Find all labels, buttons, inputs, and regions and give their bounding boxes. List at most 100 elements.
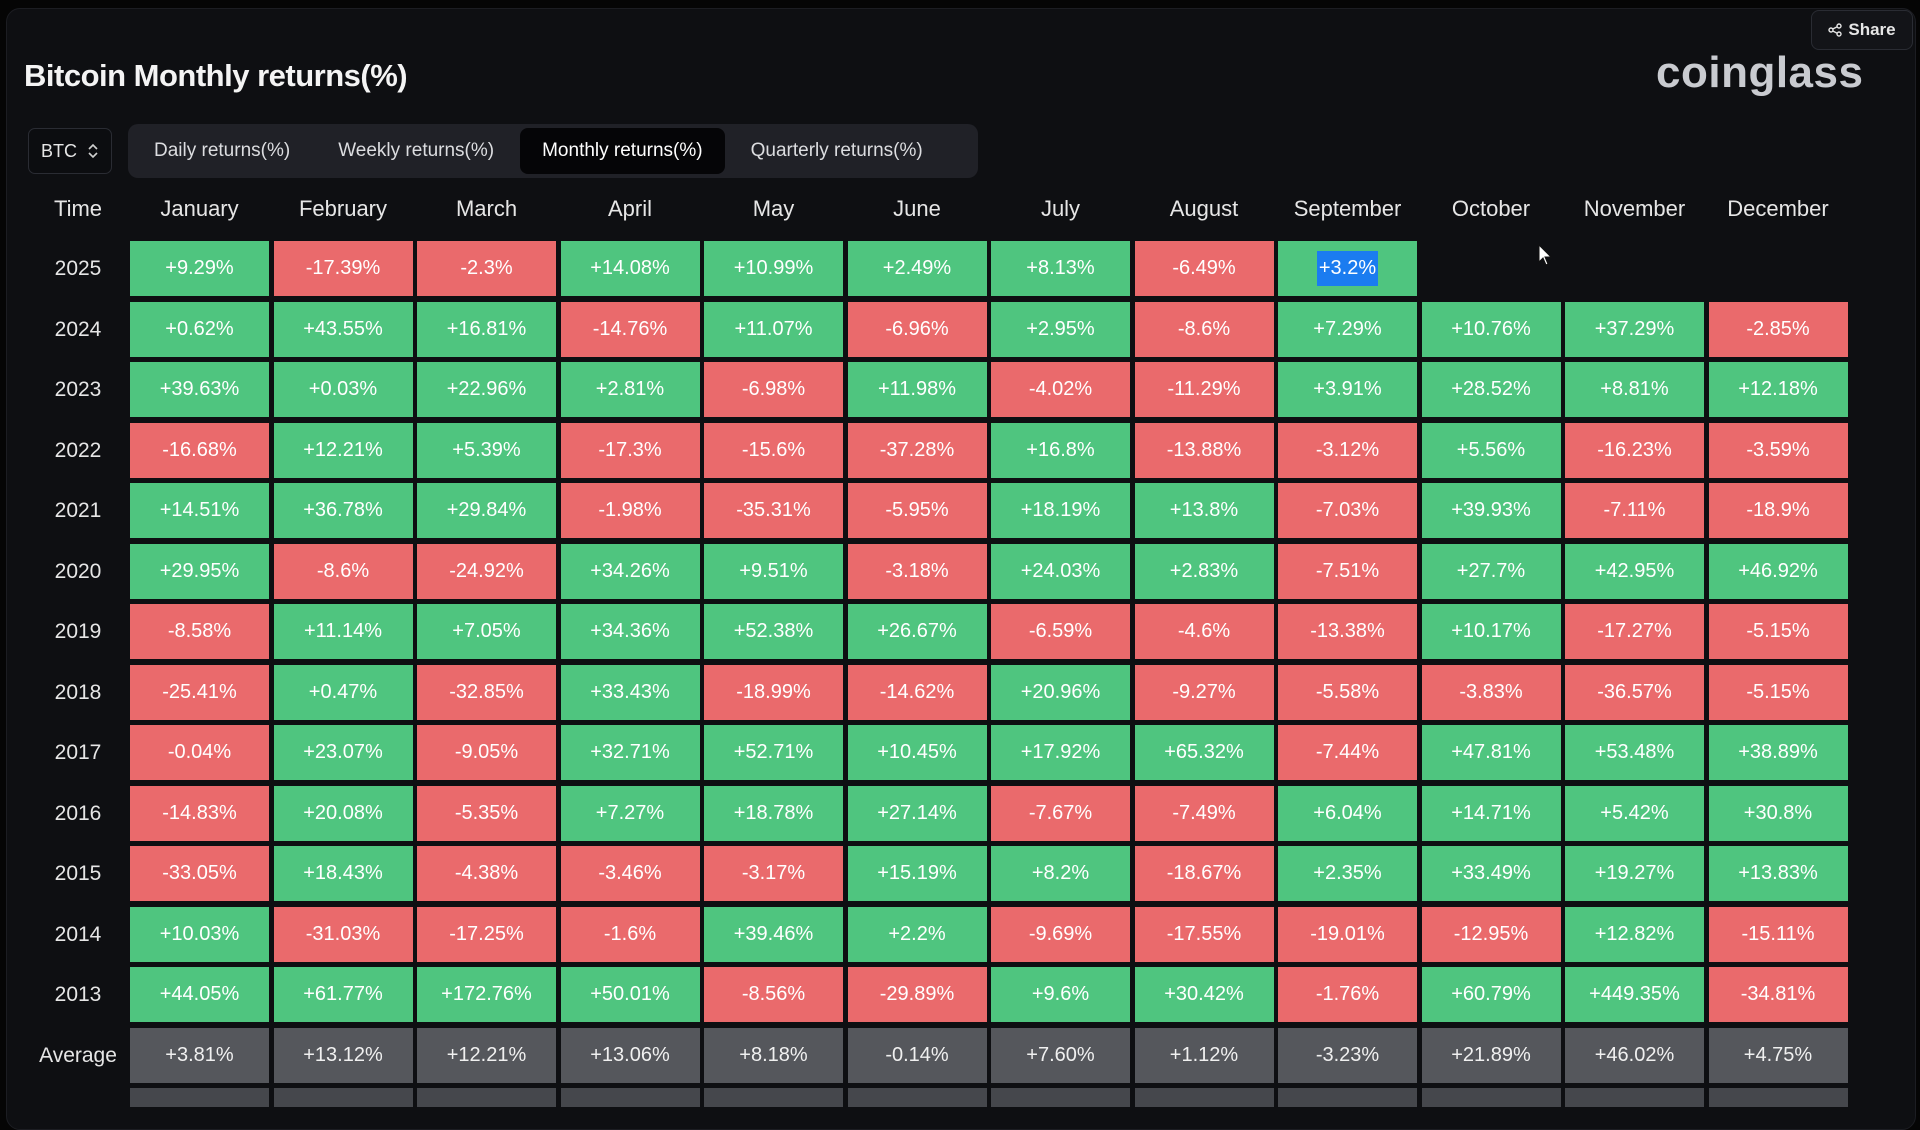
return-value: +52.38% [733,620,814,642]
return-cell: +8.81% [1565,362,1704,417]
return-value: -0.14% [885,1043,949,1066]
return-cell: -17.39% [273,241,413,296]
return-value: -2.3% [460,257,513,279]
return-value: -7.67% [1028,801,1093,824]
return-value: +0.47% [308,680,378,703]
page-title: Bitcoin Monthly returns(%) [24,58,408,93]
partial-row-cell [1278,1088,1417,1107]
average-return-cell: +4.75% [1708,1027,1848,1083]
return-value: +24.03% [1020,559,1101,582]
return-cell: +5.56% [1421,422,1561,478]
return-cell: +26.67% [847,604,987,659]
return-value: +8.2% [1031,862,1090,884]
return-cell: +30.8% [1708,785,1848,841]
asset-select[interactable]: BTC [28,128,112,174]
return-cell: -25.41% [130,664,269,720]
return-cell: +16.81% [417,301,556,357]
return-value: -16.23% [1597,438,1672,461]
return-cell: +39.46% [704,906,843,962]
return-cell: +3.2% [1278,241,1417,296]
return-cell: -19.01% [1278,906,1417,962]
return-value: +28.52% [1451,378,1531,400]
return-value: -13.88% [1166,438,1242,461]
return-cell: +9.29% [130,241,269,296]
return-value: -6.59% [1028,620,1093,642]
return-cell: -6.49% [1134,241,1274,296]
return-cell: -9.69% [991,906,1130,962]
return-cell: -34.81% [1708,967,1848,1022]
tab-daily-returns[interactable]: Daily returns(%) [154,140,291,161]
return-value: -14.76% [592,317,668,340]
average-return-cell: +7.60% [991,1027,1130,1083]
return-value: +53.48% [1594,741,1675,763]
return-value: +7.27% [595,801,665,824]
column-header-month: March [455,196,518,221]
return-cell: +5.39% [417,422,556,478]
return-value: +0.62% [165,317,234,340]
return-cell: -7.03% [1278,483,1417,538]
return-cell: +449.35% [1565,967,1704,1022]
return-value: +21.89% [1451,1043,1531,1066]
return-cell: +16.8% [991,422,1130,478]
returns-period-tabs: Daily returns(%) Weekly returns(%) Month… [128,124,978,178]
return-value: +449.35% [1589,983,1680,1005]
return-cell: -1.98% [560,483,700,538]
return-cell: -6.96% [847,301,987,357]
return-value: +14.71% [1451,801,1531,824]
return-value: +14.08% [590,257,670,279]
return-value: -7.49% [1172,801,1236,824]
return-value: -19.01% [1310,922,1385,945]
return-cell: +7.05% [417,604,556,659]
return-value: +2.81% [595,378,665,400]
share-button[interactable]: Share [1811,10,1913,50]
return-cell: -15.6% [704,422,843,478]
return-cell: -6.98% [704,362,843,417]
return-cell: -9.27% [1134,664,1274,720]
return-cell: +12.18% [1708,362,1848,417]
return-value: +32.71% [590,741,670,763]
return-value: +5.39% [452,438,521,461]
return-cell: +10.03% [130,906,269,962]
return-cell: +27.7% [1421,543,1561,599]
column-header-month: August [1169,196,1239,221]
return-cell: +39.63% [130,362,269,417]
partial-row-cell [417,1088,556,1107]
return-cell: -2.85% [1708,301,1848,357]
year-label: 2025 [54,257,102,280]
return-cell: +14.51% [130,483,269,538]
return-value: -17.39% [305,257,381,279]
sort-updown-icon [88,143,98,159]
return-cell: +53.48% [1565,725,1704,780]
return-value: -33.05% [162,862,237,884]
tab-monthly-returns[interactable]: Monthly returns(%) [520,128,725,174]
return-cell: -7.11% [1565,483,1704,538]
return-value: +7.60% [1026,1043,1095,1066]
tab-weekly-returns[interactable]: Weekly returns(%) [338,140,495,161]
return-cell: +29.84% [417,483,556,538]
return-value: +29.84% [446,499,527,521]
average-return-cell: +13.12% [273,1027,413,1083]
return-value: -29.89% [879,983,955,1005]
return-value: +65.32% [1164,741,1244,763]
return-cell: +44.05% [130,967,269,1022]
return-value: -34.81% [1740,983,1816,1005]
return-value: +22.96% [446,378,527,400]
return-value: +11.07% [734,317,813,340]
return-cell: -14.76% [560,301,700,357]
return-value: -14.62% [879,680,955,703]
return-value: -3.12% [1315,438,1380,461]
year-label: 2017 [54,741,102,764]
return-value: +2.83% [1169,559,1239,582]
partial-row-cell [847,1088,987,1107]
return-value: +10.45% [877,741,957,763]
return-value: +1.12% [1169,1043,1239,1066]
return-cell: +13.83% [1708,846,1848,901]
tab-quarterly-returns[interactable]: Quarterly returns(%) [750,140,923,161]
return-cell: +33.49% [1421,846,1561,901]
return-value: -8.56% [741,983,806,1005]
return-value: +18.19% [1020,499,1101,521]
return-value: -11.29% [1167,378,1241,400]
return-value: -15.6% [741,438,806,461]
return-cell: +30.42% [1134,967,1274,1022]
return-value: +7.29% [1313,317,1382,340]
